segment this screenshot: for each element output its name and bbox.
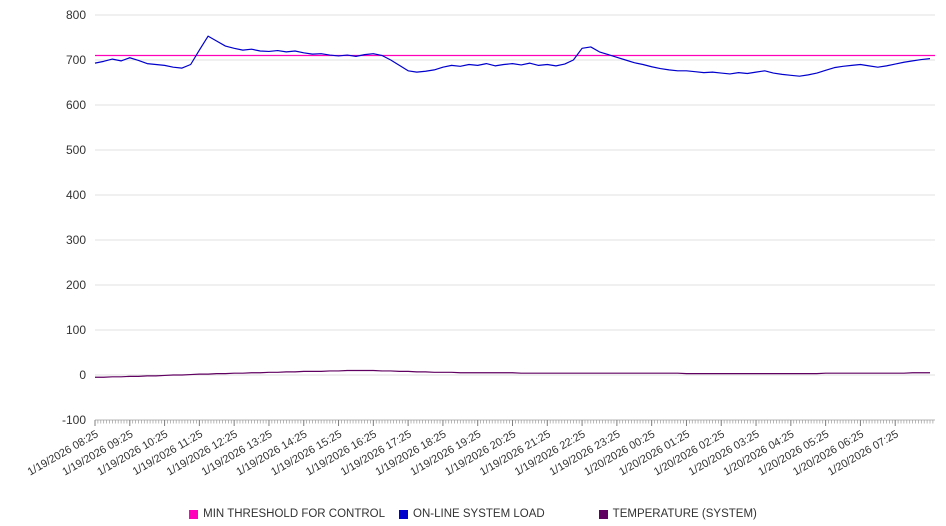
series-lines — [94, 35, 935, 378]
y-tick-label: 200 — [66, 278, 86, 292]
gridlines — [95, 14, 935, 421]
legend-item-temperature-system[interactable]: TEMPERATURE (SYSTEM) — [598, 508, 757, 520]
y-axis-labels: 800 700 600 500 400 300 200 100 0 -100 — [62, 8, 86, 427]
legend-label-min-threshold: MIN THRESHOLD FOR CONTROL — [203, 508, 386, 520]
legend-swatch-temperature-system — [598, 509, 608, 519]
y-tick-label: 0 — [79, 368, 86, 382]
legend-item-online-system-load[interactable]: ON-LINE SYSTEM LOAD — [399, 508, 545, 520]
legend-label-temperature-system: TEMPERATURE (SYSTEM) — [612, 508, 757, 520]
x-axis-labels: 1/19/2026 08:251/19/2026 09:251/19/2026 … — [26, 428, 901, 478]
y-tick-label: 400 — [66, 188, 86, 202]
y-tick-label: 700 — [66, 53, 86, 67]
legend-item-min-threshold[interactable]: MIN THRESHOLD FOR CONTROL — [189, 508, 385, 520]
chart-legend: MIN THRESHOLD FOR CONTROL ON-LINE SYSTEM… — [0, 508, 946, 520]
legend-swatch-min-threshold — [189, 509, 199, 519]
y-tick-label: 800 — [66, 8, 86, 22]
y-tick-label: 300 — [66, 233, 86, 247]
y-tick-label: 600 — [66, 98, 86, 112]
y-tick-label: -100 — [62, 413, 86, 427]
x-axis — [94, 419, 935, 426]
legend-label-online-system-load: ON-LINE SYSTEM LOAD — [413, 508, 545, 520]
series-temperature-system — [95, 369, 930, 378]
legend-swatch-online-system-load — [399, 509, 409, 519]
y-tick-label: 100 — [66, 323, 86, 337]
y-tick-label: 500 — [66, 143, 86, 157]
series-on-line-system-load — [94, 35, 931, 77]
